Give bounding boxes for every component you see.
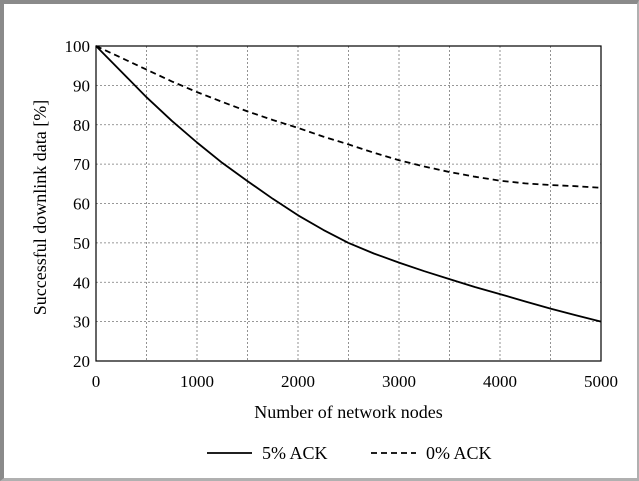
series-lines: [95, 45, 602, 323]
x-tick-label: 1000: [180, 372, 214, 391]
x-tick-label: 4000: [483, 372, 517, 391]
x-tick-label: 0: [92, 372, 101, 391]
y-tick-label: 80: [73, 116, 90, 135]
legend: 5% ACK 0% ACK: [207, 443, 492, 463]
x-tick-label: 2000: [281, 372, 315, 391]
y-tick-label: 70: [73, 155, 90, 174]
plot-area: [95, 45, 602, 362]
x-tick-labels: 0 1000 2000 3000 4000 5000: [92, 372, 618, 391]
y-tick-label: 20: [73, 352, 90, 371]
grid-lines: [96, 46, 601, 361]
y-tick-label: 60: [73, 195, 90, 214]
y-tick-label: 100: [65, 37, 91, 56]
y-tick-label: 30: [73, 313, 90, 332]
y-axis-title: Successful downlink data [%]: [30, 100, 50, 315]
y-tick-label: 90: [73, 76, 90, 95]
x-tick-label: 3000: [382, 372, 416, 391]
y-tick-label: 40: [73, 273, 90, 292]
series-line-0pct-ack: [95, 45, 602, 189]
x-tick-label: 5000: [584, 372, 618, 391]
x-axis-title: Number of network nodes: [254, 402, 442, 422]
legend-label-5pct-ack: 5% ACK: [262, 443, 328, 463]
y-tick-labels: 20 30 40 50 60 70 80 90 100: [65, 37, 91, 371]
series-line-5pct-ack: [95, 45, 602, 323]
y-tick-label: 50: [73, 234, 90, 253]
legend-label-0pct-ack: 0% ACK: [426, 443, 492, 463]
